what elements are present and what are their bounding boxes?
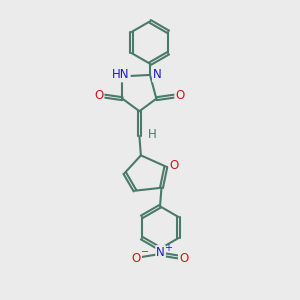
Text: −: −	[141, 247, 149, 257]
Text: N: N	[156, 246, 165, 259]
Text: H: H	[147, 128, 156, 141]
Text: +: +	[164, 242, 172, 253]
Text: O: O	[94, 89, 104, 102]
Text: O: O	[175, 89, 184, 102]
Text: O: O	[169, 159, 179, 172]
Text: O: O	[132, 252, 141, 265]
Text: N: N	[153, 68, 162, 81]
Text: HN: HN	[112, 68, 130, 81]
Text: O: O	[179, 252, 188, 265]
